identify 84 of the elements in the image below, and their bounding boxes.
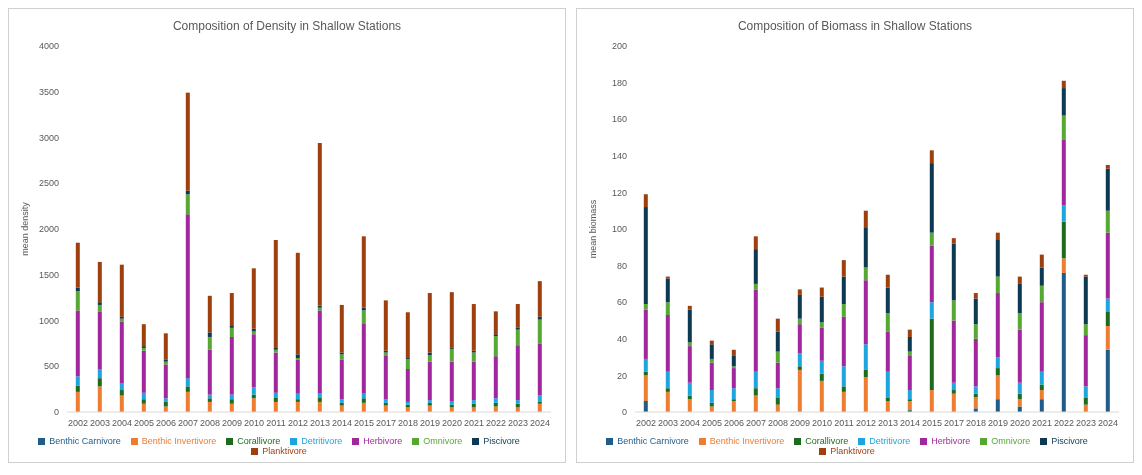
legend-label: Planktivore	[262, 446, 307, 456]
y-tick-label: 2000	[38, 224, 59, 235]
x-tick-label: 2011	[266, 418, 286, 429]
x-tick-label: 2023	[507, 418, 529, 429]
legend-label: Piscivore	[1051, 436, 1088, 446]
chart-title: Composition of Biomass in Shallow Stations	[736, 18, 974, 35]
x-tick-label: 2020	[441, 418, 463, 429]
x-tick-label: 2013	[877, 418, 899, 429]
x-tick-label: 2015	[353, 418, 375, 429]
chart-title: Composition of Density in Shallow Stations	[171, 18, 403, 35]
legend-label: Detritivore	[301, 436, 343, 446]
legend-label: Corallivore	[805, 436, 849, 446]
x-tick-label: 2010	[811, 418, 833, 429]
x-tick-label: 2003	[89, 418, 111, 429]
x-tick-label: 2022	[1053, 418, 1075, 429]
x-tick-label: 2008	[199, 418, 221, 429]
x-tick-label: 2004	[111, 418, 133, 429]
legend-label: Herbivore	[363, 436, 403, 446]
x-tick-label: 2006	[155, 418, 177, 429]
y-tick-label: 40	[616, 333, 627, 344]
x-tick-label: 2009	[789, 418, 811, 429]
legend-label: Omnivore	[423, 436, 463, 446]
x-tick-label: 2002	[67, 418, 89, 429]
x-tick-label: 2024	[1097, 418, 1119, 429]
x-tick-label: 2019	[419, 418, 441, 429]
x-tick-label: 2017	[943, 418, 965, 429]
x-tick-label: 2019	[987, 418, 1009, 429]
legend-label: Benthic Invertivore	[709, 436, 785, 446]
x-tick-label: 2013	[309, 418, 331, 429]
y-tick-label: 0	[621, 407, 627, 418]
x-tick-label: 2015	[921, 418, 943, 429]
y-tick-label: 100	[611, 224, 627, 235]
x-tick-label: 2020	[1009, 418, 1031, 429]
y-axis-title: mean biomass	[588, 199, 599, 259]
x-tick-label: 2012	[287, 418, 309, 429]
x-tick-label: 2007	[745, 418, 767, 429]
y-tick-label: 4000	[38, 41, 59, 52]
x-tick-label: 2014	[331, 418, 353, 429]
x-tick-label: 2017	[375, 418, 397, 429]
y-tick-label: 1000	[38, 315, 59, 326]
x-tick-label: 2007	[177, 418, 199, 429]
y-tick-label: 80	[616, 260, 627, 271]
legend-label: Corallivore	[237, 436, 281, 446]
legend-label: Detritivore	[869, 436, 911, 446]
x-tick-label: 2018	[397, 418, 419, 429]
x-tick-label: 2018	[965, 418, 987, 429]
x-tick-label: 2003	[657, 418, 679, 429]
x-tick-label: 2008	[767, 418, 789, 429]
x-tick-label: 2009	[221, 418, 243, 429]
x-tick-label: 2005	[701, 418, 723, 429]
x-tick-label: 2014	[899, 418, 921, 429]
legend-label: Omnivore	[991, 436, 1031, 446]
x-tick-label: 2010	[243, 418, 265, 429]
y-axis-title: mean density	[20, 201, 31, 256]
legend-label: Benthic Carnivore	[49, 436, 121, 446]
y-tick-label: 3000	[38, 132, 59, 143]
y-tick-label: 2500	[38, 178, 59, 189]
x-tick-label: 2012	[855, 418, 877, 429]
y-tick-label: 200	[611, 41, 627, 52]
x-tick-label: 2006	[723, 418, 745, 429]
y-tick-label: 180	[611, 77, 627, 88]
x-tick-label: 2002	[635, 418, 657, 429]
x-tick-label: 2021	[1031, 418, 1053, 429]
y-tick-label: 500	[43, 361, 59, 372]
legend-label: Benthic Invertivore	[141, 436, 217, 446]
x-tick-label: 2023	[1075, 418, 1097, 429]
y-tick-label: 160	[611, 114, 627, 125]
x-tick-label: 2011	[834, 418, 854, 429]
x-tick-label: 2022	[485, 418, 507, 429]
y-tick-label: 60	[616, 297, 627, 308]
legend-label: Benthic Carnivore	[617, 436, 689, 446]
y-tick-label: 20	[616, 370, 627, 381]
x-tick-label: 2024	[529, 418, 551, 429]
legend-label: Herbivore	[931, 436, 971, 446]
y-tick-label: 1500	[38, 269, 59, 280]
x-tick-label: 2021	[463, 418, 485, 429]
y-tick-label: 3500	[38, 86, 59, 97]
legend-label: Piscivore	[483, 436, 520, 446]
x-tick-label: 2005	[133, 418, 155, 429]
x-tick-label: 2004	[679, 418, 701, 429]
legend-label: Planktivore	[830, 446, 875, 456]
y-tick-label: 140	[611, 150, 627, 161]
y-tick-label: 120	[611, 187, 627, 198]
y-tick-label: 0	[53, 407, 59, 418]
